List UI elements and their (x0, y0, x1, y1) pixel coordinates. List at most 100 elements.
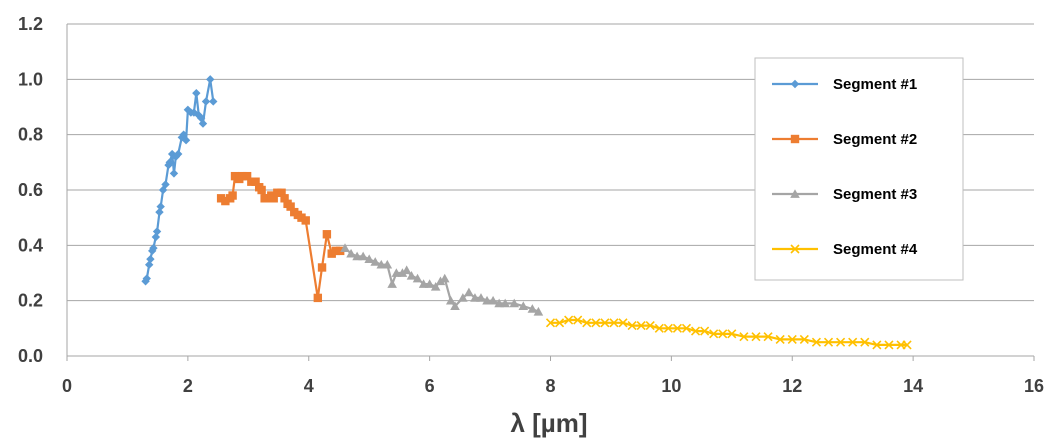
axes (66, 24, 1035, 361)
data-point (151, 232, 161, 242)
legend-label: Segment #3 (833, 186, 917, 203)
x-tick-label: 2 (183, 376, 193, 396)
data-point (152, 227, 162, 236)
data-point (201, 97, 211, 106)
data-point (228, 191, 237, 200)
data-point (280, 194, 289, 203)
series-3 (340, 243, 544, 316)
data-point (376, 259, 387, 269)
data-point (161, 180, 170, 189)
data-point (242, 171, 252, 181)
data-point (476, 293, 486, 302)
series-1 (141, 75, 218, 286)
data-point (435, 276, 446, 286)
data-point (860, 337, 870, 347)
data-point (555, 318, 565, 328)
data-point (450, 301, 460, 311)
legend-marker (790, 79, 800, 89)
data-point (331, 246, 341, 256)
x-tick-label: 8 (545, 376, 555, 396)
y-tick-label: 0.2 (18, 291, 43, 311)
data-point (681, 323, 692, 333)
data-point (192, 88, 201, 98)
x-tick-label: 0 (62, 376, 72, 396)
legend-entry-3: Segment #3 (772, 186, 917, 203)
data-point (672, 323, 682, 333)
legend-label: Segment #2 (833, 131, 917, 148)
data-point (286, 202, 295, 211)
y-tick-label: 0.4 (18, 235, 43, 255)
data-point (787, 334, 797, 344)
series-line (550, 318, 908, 346)
data-point (370, 257, 381, 266)
data-point (221, 196, 230, 206)
data-point (690, 326, 701, 336)
data-point (500, 298, 510, 308)
data-point (277, 188, 286, 197)
plot-series (141, 75, 912, 350)
data-point (700, 326, 710, 336)
data-point (230, 171, 240, 181)
data-point (418, 279, 429, 288)
y-tick-label: 1.0 (18, 69, 43, 89)
data-point (763, 332, 773, 342)
data-point (169, 169, 179, 178)
data-point (439, 273, 450, 283)
data-point (401, 265, 412, 275)
data-point (518, 301, 529, 311)
series-2 (216, 171, 345, 303)
y-tick-label: 1.2 (18, 14, 43, 34)
data-point (545, 318, 556, 328)
data-point (352, 251, 362, 261)
data-point (636, 321, 646, 331)
legend-entry-2: Segment #2 (772, 131, 917, 148)
data-point (174, 149, 183, 159)
data-point (391, 268, 402, 277)
legend-entry-1: Segment #1 (772, 76, 917, 93)
data-point (751, 332, 761, 342)
data-point (573, 315, 583, 325)
data-point (387, 279, 397, 288)
data-point (775, 334, 785, 344)
data-point (872, 340, 882, 350)
data-point (216, 194, 226, 203)
legend: Segment #1 Segment #2 Segment #3 Segment #4 (754, 57, 964, 281)
data-point (445, 295, 456, 305)
data-point (645, 321, 655, 331)
y-tick-label: 0.8 (18, 125, 43, 145)
data-point (156, 202, 165, 211)
data-point (382, 259, 393, 269)
data-point (412, 273, 423, 283)
x-axis-label: λ [µm] (510, 408, 587, 438)
x-tick-label: 12 (782, 376, 802, 396)
data-point (209, 97, 218, 106)
data-point (739, 332, 749, 342)
x-tick-label: 4 (304, 376, 314, 396)
data-point (358, 251, 368, 261)
data-point (494, 298, 504, 308)
data-point (718, 329, 728, 339)
data-point (144, 260, 154, 269)
data-point (238, 171, 247, 181)
data-point (527, 304, 538, 313)
data-point (155, 207, 164, 217)
data-point (301, 216, 310, 225)
data-point (251, 177, 260, 186)
data-point (430, 282, 441, 291)
y-tick-label: 0.6 (18, 180, 43, 200)
data-point (488, 295, 498, 305)
data-point (181, 136, 191, 145)
data-point (564, 315, 574, 325)
data-point (146, 254, 155, 264)
x-tick-label: 10 (661, 376, 681, 396)
legend-label: Segment #4 (833, 241, 918, 258)
tick-labels: 0.0 0.2 0.4 0.6 0.8 1.0 1.2 0 2 4 6 8 10 12 14 16 (18, 14, 1044, 396)
legend-marker (790, 244, 800, 254)
data-point (397, 268, 408, 277)
data-point (848, 337, 858, 347)
data-point (273, 188, 282, 197)
data-point (884, 340, 894, 350)
data-point (482, 295, 492, 305)
y-tick-label: 0.0 (18, 346, 43, 366)
